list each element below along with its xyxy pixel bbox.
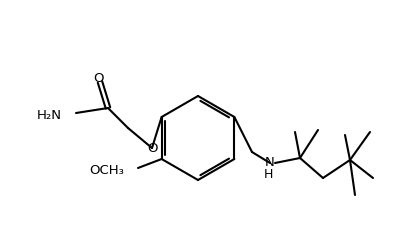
Text: O: O <box>93 71 103 84</box>
Text: H: H <box>263 167 273 181</box>
Text: OCH₃: OCH₃ <box>89 164 124 177</box>
Text: H₂N: H₂N <box>37 108 62 122</box>
Text: O: O <box>147 142 157 155</box>
Text: N: N <box>265 157 275 169</box>
